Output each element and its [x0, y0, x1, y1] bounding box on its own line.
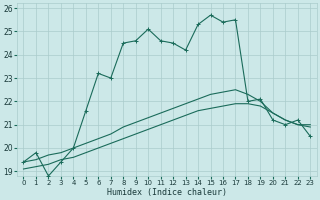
X-axis label: Humidex (Indice chaleur): Humidex (Indice chaleur) — [107, 188, 227, 197]
